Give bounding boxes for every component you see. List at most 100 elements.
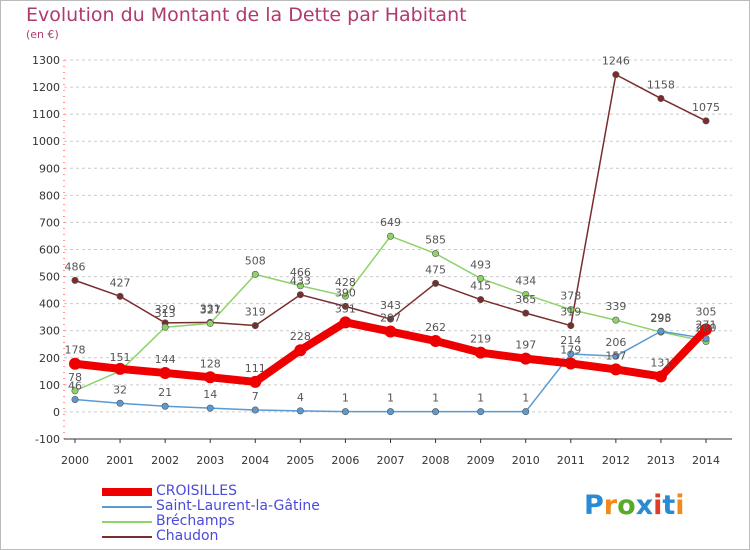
data-point — [477, 296, 485, 304]
data-label: 144 — [155, 353, 176, 366]
data-point — [341, 302, 349, 310]
data-point — [477, 408, 485, 416]
data-label: 157 — [605, 349, 626, 362]
data-point — [567, 322, 575, 330]
data-point — [71, 276, 79, 284]
data-label: 197 — [515, 339, 536, 352]
logo-letter: i — [653, 490, 663, 521]
chart-unit: (en €) — [26, 28, 59, 41]
data-point — [432, 408, 440, 416]
data-label: 585 — [425, 234, 446, 247]
data-label: 151 — [110, 351, 131, 364]
y-tick-label: 700 — [39, 216, 60, 229]
data-point — [567, 306, 575, 314]
data-label: 427 — [110, 276, 131, 289]
data-label: 14 — [203, 388, 217, 401]
data-label: 298 — [650, 311, 671, 324]
y-tick-label: -100 — [35, 433, 60, 446]
data-label: 297 — [380, 312, 401, 325]
y-tick-label: 1300 — [32, 54, 60, 67]
data-label: 508 — [245, 254, 266, 267]
data-point — [206, 404, 214, 412]
data-label: 327 — [200, 303, 221, 316]
data-point — [474, 346, 487, 359]
data-point — [159, 366, 172, 379]
data-label: 331 — [335, 302, 356, 315]
logo-letter: i — [675, 490, 685, 521]
data-label: 415 — [470, 280, 491, 293]
data-point — [386, 232, 394, 240]
x-tick-label: 2000 — [61, 454, 89, 467]
y-tick-label: 100 — [39, 379, 60, 392]
logo-letter: r — [603, 490, 618, 521]
y-tick-label: 900 — [39, 162, 60, 175]
y-tick-label: 500 — [39, 271, 60, 284]
chart-title: Evolution du Montant de la Dette par Hab… — [26, 4, 467, 26]
data-point — [657, 94, 665, 102]
data-label: 1 — [387, 392, 394, 405]
data-label: 262 — [425, 321, 446, 334]
legend-label: Saint-Laurent-la-Gâtine — [156, 498, 320, 514]
data-label: 206 — [605, 336, 626, 349]
data-label: 475 — [425, 263, 446, 276]
data-point — [296, 282, 304, 290]
legend-swatch-brechamps — [102, 521, 152, 523]
x-tick-label: 2009 — [467, 454, 495, 467]
data-label: 434 — [515, 274, 536, 287]
data-point — [204, 371, 217, 384]
data-point — [654, 370, 667, 383]
data-point — [114, 362, 127, 375]
legend-label: CROISILLES — [156, 483, 237, 499]
data-point — [522, 408, 530, 416]
y-tick-label: 1000 — [32, 135, 60, 148]
data-point — [249, 375, 262, 388]
data-label: 319 — [560, 306, 581, 319]
x-tick-label: 2005 — [286, 454, 314, 467]
data-label: 128 — [200, 357, 221, 370]
data-label: 1 — [522, 392, 529, 405]
data-point — [609, 363, 622, 376]
data-point — [206, 319, 214, 327]
y-tick-label: 1200 — [32, 81, 60, 94]
legend-label: Chaudon — [156, 528, 219, 544]
data-label: 343 — [380, 299, 401, 312]
data-label: 32 — [113, 383, 127, 396]
data-label: 228 — [290, 330, 311, 343]
data-label: 331 — [200, 302, 221, 315]
y-tick-label: 300 — [39, 325, 60, 338]
data-point — [612, 316, 620, 324]
data-label: 1075 — [692, 101, 720, 114]
data-point — [71, 387, 79, 395]
y-tick-label: 400 — [39, 298, 60, 311]
data-point — [702, 117, 710, 125]
legend-swatch-saint-laurent — [102, 506, 152, 508]
data-point — [341, 408, 349, 416]
data-point — [384, 325, 397, 338]
legend-swatch-chaudon — [102, 536, 152, 538]
data-label: 4 — [297, 391, 304, 404]
x-tick-label: 2008 — [422, 454, 450, 467]
data-label: 649 — [380, 216, 401, 229]
data-point — [522, 309, 530, 317]
data-label: 1 — [477, 392, 484, 405]
data-label: 313 — [155, 307, 176, 320]
data-label: 486 — [65, 260, 86, 273]
data-label: 339 — [605, 300, 626, 313]
data-point — [519, 352, 532, 365]
data-point — [341, 292, 349, 300]
data-point — [564, 357, 577, 370]
data-point — [161, 402, 169, 410]
data-label: 493 — [470, 258, 491, 271]
x-tick-label: 2013 — [647, 454, 675, 467]
logo-letter: o — [617, 490, 636, 521]
data-point — [386, 408, 394, 416]
x-tick-label: 2006 — [331, 454, 359, 467]
data-label: 295 — [650, 312, 671, 325]
data-point — [161, 323, 169, 331]
data-point — [69, 357, 81, 370]
data-label: 46 — [68, 379, 82, 392]
data-point — [71, 395, 79, 403]
data-label: 131 — [650, 356, 671, 369]
data-label: 305 — [696, 305, 717, 318]
data-point — [702, 335, 710, 343]
